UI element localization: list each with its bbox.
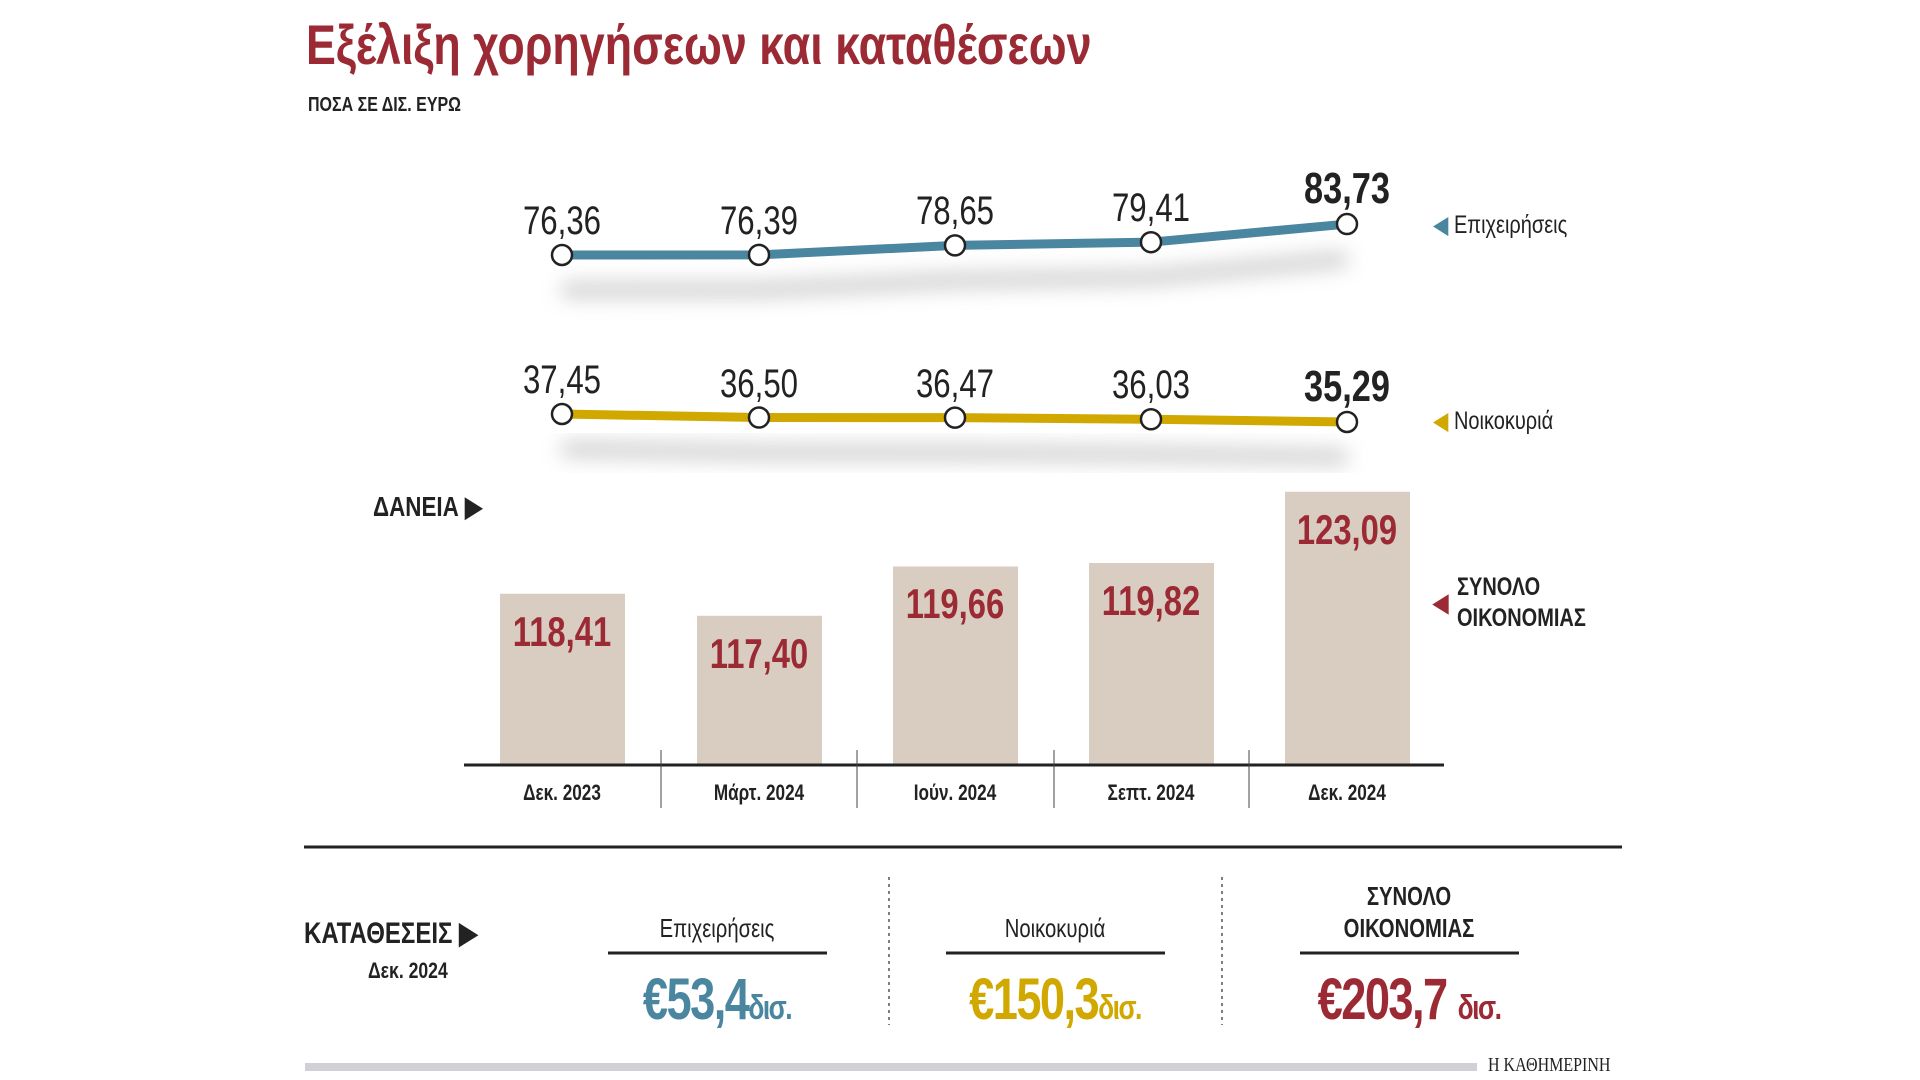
deposit-value-businesses: €53,4δισ. [642, 966, 793, 1033]
legend-total: ◀ ΣΥΝΟΛΟ ΟΙΚΟΝΟΜΙΑΣ [1433, 572, 1586, 634]
data-label: 36,03 [1111, 363, 1191, 408]
unit: δισ. [748, 989, 792, 1027]
data-point [1139, 408, 1163, 431]
data-label: 83,73 [1304, 164, 1390, 214]
deposit-label-businesses: Επιχειρήσεις [659, 913, 775, 943]
data-point [943, 234, 967, 257]
source-logo: Η ΚΑΘΗΜΕΡΙΝΗ [1488, 1054, 1611, 1076]
data-label: 36,47 [915, 361, 995, 406]
deposits-date: Δεκ. 2024 [368, 958, 448, 983]
triangle-left-icon: ◀ [1433, 407, 1449, 435]
legend-label: ΣΥΝΟΛΟ [1457, 573, 1541, 601]
data-point [943, 406, 967, 429]
legend-label: ΟΙΚΟΝΟΜΙΑΣ [1457, 604, 1586, 632]
line-shadow [561, 442, 1348, 464]
x-tick-label: Σεπτ. 2024 [1107, 780, 1195, 805]
data-label: 78,65 [915, 189, 995, 234]
bar-value-label: 119,66 [905, 580, 1005, 628]
x-tick-label: Δεκ. 2024 [1308, 780, 1386, 805]
x-tick-label: Ιούν. 2024 [913, 780, 997, 805]
bar [893, 566, 1018, 764]
legend-label: Επιχειρήσεις [1453, 211, 1568, 239]
data-point [747, 243, 771, 267]
data-point [1139, 230, 1163, 254]
triangle-right-icon: ▶ [465, 491, 483, 522]
loans-label: ΔΑΝΕΙΑ ▶ [373, 490, 482, 523]
deposit-label-households: Νοικοκυριά [1004, 913, 1106, 943]
bar-value-label: 119,82 [1101, 577, 1201, 624]
legend-households: ◀ Νοικοκυριά [1433, 406, 1553, 436]
bar [697, 615, 822, 764]
bar [1089, 563, 1214, 764]
data-label: 37,45 [522, 358, 602, 402]
chart-title: Εξέλιξη χορηγήσεων και καταθέσεων [306, 13, 1092, 76]
value: €150,3 [969, 967, 1100, 1032]
line-shadow [561, 252, 1348, 297]
data-point [1335, 212, 1359, 236]
bar-value-label: 118,41 [512, 607, 612, 655]
bar-value-label: 123,09 [1296, 505, 1398, 553]
chart-subtitle: ΠΟΣΑ ΣΕ ΔΙΣ. ΕΥΡΩ [308, 94, 462, 116]
triangle-left-icon: ◀ [1433, 589, 1449, 617]
deposit-value-households: €150,3δισ. [969, 966, 1142, 1033]
data-label: 76,36 [522, 199, 602, 243]
loans-label-text: ΔΑΝΕΙΑ [373, 491, 459, 522]
data-point [1335, 410, 1359, 434]
triangle-left-icon: ◀ [1433, 211, 1449, 239]
data-label: 76,39 [719, 198, 799, 243]
legend-businesses: ◀ Επιχειρήσεις [1433, 210, 1567, 240]
x-tick-label: Δεκ. 2023 [523, 780, 601, 805]
bar-value-label: 117,40 [709, 629, 809, 677]
label-line: ΣΥΝΟΛΟ [1366, 881, 1452, 911]
bar [1285, 491, 1410, 764]
deposit-value-total: €203,7 δισ. [1317, 966, 1502, 1033]
bar [500, 593, 625, 764]
data-point [550, 243, 574, 267]
unit: δισ. [1098, 989, 1142, 1027]
value: €53,4 [642, 967, 750, 1032]
data-point [747, 406, 771, 429]
deposit-label-total: ΣΥΝΟΛΟ ΟΙΚΟΝΟΜΙΑΣ [1344, 880, 1475, 944]
label-line: ΟΙΚΟΝΟΜΙΑΣ [1343, 913, 1475, 943]
legend-label: Νοικοκυριά [1453, 407, 1554, 435]
footer-bar [305, 1063, 1477, 1071]
data-label: 79,41 [1111, 186, 1191, 231]
x-tick-label: Μάρτ. 2024 [713, 780, 805, 805]
data-label: 35,29 [1304, 361, 1390, 411]
deposits-label-text: ΚΑΤΑΘΕΣΕΙΣ [304, 917, 453, 950]
value: €203,7 [1317, 967, 1449, 1032]
data-point [550, 402, 574, 426]
unit: δισ. [1457, 989, 1502, 1027]
data-label: 36,50 [719, 361, 799, 406]
deposits-label: ΚΑΤΑΘΕΣΕΙΣ ▶ [304, 916, 478, 951]
triangle-right-icon: ▶ [459, 917, 478, 950]
